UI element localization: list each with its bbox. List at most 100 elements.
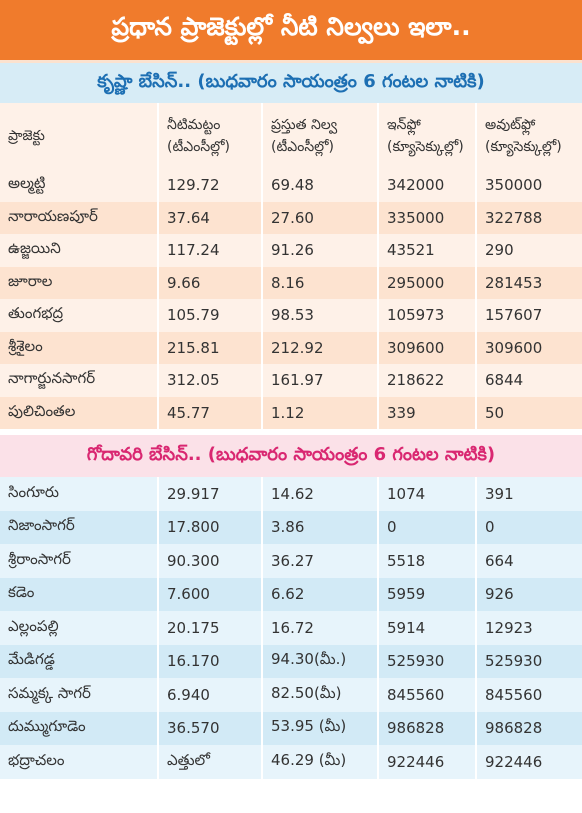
column-header: నీటిమట్టం (టీఎంసీల్లో) — [157, 103, 262, 169]
cell: 36.570 — [157, 711, 262, 745]
table-row: నిజాంసాగర్ 17.800 3.86 0 0 — [0, 510, 582, 544]
project-name: భద్రాచలం — [0, 745, 158, 779]
cell: 36.27 — [261, 544, 378, 578]
section: గోదావరి బేసిన్.. (బుధవారం సాయంత్రం 6 గంట… — [0, 435, 582, 779]
cell: 215.81 — [157, 331, 262, 364]
table-row: ఉజ్జయిని 117.24 91.26 43521 290 — [0, 234, 582, 267]
project-name: మేడిగడ్డ — [0, 644, 158, 678]
cell: 82.50(మీ) — [261, 678, 378, 712]
cell: 12923 — [475, 611, 582, 645]
content: కృష్ణా బేసిన్.. (బుధవారం సాయంత్రం 6 గంటల… — [0, 60, 582, 779]
cell: 98.53 — [261, 299, 378, 332]
project-name: సింగూరు — [0, 477, 158, 511]
cell: 309600 — [377, 331, 476, 364]
header-line: (టీఎంసీల్లో) — [167, 139, 231, 155]
cell: 8.16 — [261, 266, 378, 299]
cell: 27.60 — [261, 201, 378, 234]
project-name: జూరాల — [0, 266, 158, 299]
header-row: ప్రాజెక్టు నీటిమట్టం (టీఎంసీల్లో) ప్రస్తుత … — [0, 103, 582, 169]
cell: 9.66 — [157, 266, 262, 299]
cell: 6.62 — [261, 577, 378, 611]
cell: 6.940 — [157, 678, 262, 712]
cell: 664 — [475, 544, 582, 578]
column-header: ప్రాజెక్టు — [0, 103, 158, 169]
table-row: జూరాల 9.66 8.16 295000 281453 — [0, 266, 582, 299]
project-name: ఉజ్జయిని — [0, 234, 158, 267]
cell: 16.72 — [261, 611, 378, 645]
section: కృష్ణా బేసిన్.. (బుధవారం సాయంత్రం 6 గంటల… — [0, 60, 582, 429]
header-line: ప్రాజెక్టు — [8, 128, 45, 144]
cell: 986828 — [475, 711, 582, 745]
table-row: అల్మట్టి 129.72 69.48 342000 350000 — [0, 169, 582, 202]
project-name: అల్మట్టి — [0, 169, 158, 202]
cell: 20.175 — [157, 611, 262, 645]
header-line: ప్రస్తుత నిల్వ — [271, 117, 338, 133]
table-row: నారాయణపూర్ 37.64 27.60 335000 322788 — [0, 201, 582, 234]
cell: ఎత్తులో — [157, 745, 262, 779]
cell: 290 — [475, 234, 582, 267]
cell: 322788 — [475, 201, 582, 234]
data-table: ప్రాజెక్టు నీటిమట్టం (టీఎంసీల్లో) ప్రస్తుత … — [0, 103, 582, 429]
cell: 69.48 — [261, 169, 378, 202]
header-line: అవుట్‌ఫ్లో — [485, 117, 536, 133]
table-row: శ్రీరాంసాగర్ 90.300 36.27 5518 664 — [0, 544, 582, 578]
table-row: నాగార్జునసాగర్ 312.05 161.97 218622 6844 — [0, 364, 582, 397]
cell: 5959 — [377, 577, 476, 611]
cell: 45.77 — [157, 396, 262, 429]
cell: 157607 — [475, 299, 582, 332]
header-line: ఇన్‌ఫ్లో — [387, 117, 421, 133]
cell: 94.30(మీ.) — [261, 644, 378, 678]
cell: 391 — [475, 477, 582, 511]
cell: 6844 — [475, 364, 582, 397]
project-name: నిజాంసాగర్ — [0, 510, 158, 544]
cell: 117.24 — [157, 234, 262, 267]
cell: 309600 — [475, 331, 582, 364]
project-name: పులిచింతల — [0, 396, 158, 429]
cell: 14.62 — [261, 477, 378, 511]
cell: 5914 — [377, 611, 476, 645]
cell: 525930 — [377, 644, 476, 678]
page-title: ప్రధాన ప్రాజెక్టుల్లో నీటి నిల్వలు ఇలా.. — [0, 0, 582, 60]
cell: 295000 — [377, 266, 476, 299]
column-header: అవుట్‌ఫ్లో (క్యూసెక్కుల్లో) — [475, 103, 582, 169]
cell: 218622 — [377, 364, 476, 397]
cell: 350000 — [475, 169, 582, 202]
cell: 5518 — [377, 544, 476, 578]
project-name: కడెం — [0, 577, 158, 611]
cell: 46.29 (మీ) — [261, 745, 378, 779]
project-name: నాగార్జునసాగర్ — [0, 364, 158, 397]
table-row: సమ్మక్క సాగర్ 6.940 82.50(మీ) 845560 845560 — [0, 678, 582, 712]
table-row: దుమ్ముగూడెం 36.570 53.95 (మీ) 986828 986828 — [0, 711, 582, 745]
project-name: శ్రీరాంసాగర్ — [0, 544, 158, 578]
cell: 16.170 — [157, 644, 262, 678]
cell: 212.92 — [261, 331, 378, 364]
cell: 986828 — [377, 711, 476, 745]
project-name: తుంగభద్ర — [0, 299, 158, 332]
cell: 342000 — [377, 169, 476, 202]
cell: 37.64 — [157, 201, 262, 234]
header-line: (క్యూసెక్కుల్లో) — [485, 139, 562, 155]
table-row: తుంగభద్ర 105.79 98.53 105973 157607 — [0, 299, 582, 332]
cell: 335000 — [377, 201, 476, 234]
cell: 0 — [377, 510, 476, 544]
cell: 281453 — [475, 266, 582, 299]
cell: 3.86 — [261, 510, 378, 544]
cell: 1.12 — [261, 396, 378, 429]
table-row: భద్రాచలం ఎత్తులో 46.29 (మీ) 922446 922446 — [0, 745, 582, 779]
table-row: సింగూరు 29.917 14.62 1074 391 — [0, 477, 582, 511]
cell: 43521 — [377, 234, 476, 267]
header-line: (క్యూసెక్కుల్లో) — [387, 139, 464, 155]
cell: 845560 — [475, 678, 582, 712]
cell: 0 — [475, 510, 582, 544]
cell: 91.26 — [261, 234, 378, 267]
cell: 129.72 — [157, 169, 262, 202]
column-header: ప్రస్తుత నిల్వ (టీఎంసీల్లో) — [261, 103, 378, 169]
project-name: ఎల్లంపల్లి — [0, 611, 158, 645]
cell: 845560 — [377, 678, 476, 712]
cell: 312.05 — [157, 364, 262, 397]
table-row: ఎల్లంపల్లి 20.175 16.72 5914 12923 — [0, 611, 582, 645]
cell: 161.97 — [261, 364, 378, 397]
project-name: సమ్మక్క సాగర్ — [0, 678, 158, 712]
table-row: కడెం 7.600 6.62 5959 926 — [0, 577, 582, 611]
